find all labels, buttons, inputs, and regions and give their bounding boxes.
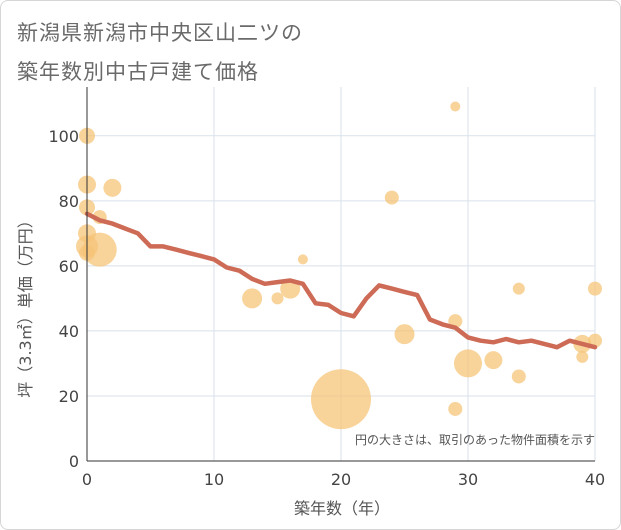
x-tick-label: 10 [204,470,224,489]
axes: 0 20 40 60 80 100 0 10 20 30 40 [48,87,605,489]
chart-title-line2: 築年数別中古戸建て価格 [17,60,259,84]
data-point [576,350,589,363]
y-tick-label: 100 [48,127,79,146]
x-tick-label: 40 [585,470,605,489]
data-point [454,349,482,378]
data-point [484,351,503,370]
data-point [242,288,263,309]
y-tick-label: 80 [59,192,79,211]
data-point [82,232,117,267]
data-point [394,324,415,345]
bubble-layer [76,101,602,430]
x-tick-label: 20 [331,470,351,489]
x-tick-label: 0 [82,470,92,489]
data-point [450,101,461,112]
data-point [297,254,308,265]
y-tick-label: 60 [59,257,79,276]
size-note: 円の大きさは、取引のあった物件面積を示す [355,432,595,447]
y-tick-label: 40 [59,322,79,341]
y-tick-label: 0 [69,452,79,471]
data-point [384,190,399,205]
x-tick-label: 30 [458,470,478,489]
data-point [271,292,284,305]
y-tick-label: 20 [59,387,79,406]
trend-layer [84,211,598,350]
data-point [512,282,525,295]
data-point [588,281,602,296]
chart-title-line1: 新潟県新潟市中央区山二ツの [17,21,303,45]
y-axis-label: 坪（3.3㎡）単価（万円） [16,212,35,397]
trend-line [84,211,598,350]
data-point [103,178,122,197]
data-point [511,369,526,384]
data-point [311,369,371,430]
data-point [448,401,463,416]
x-axis-label: 築年数（年） [294,499,390,518]
